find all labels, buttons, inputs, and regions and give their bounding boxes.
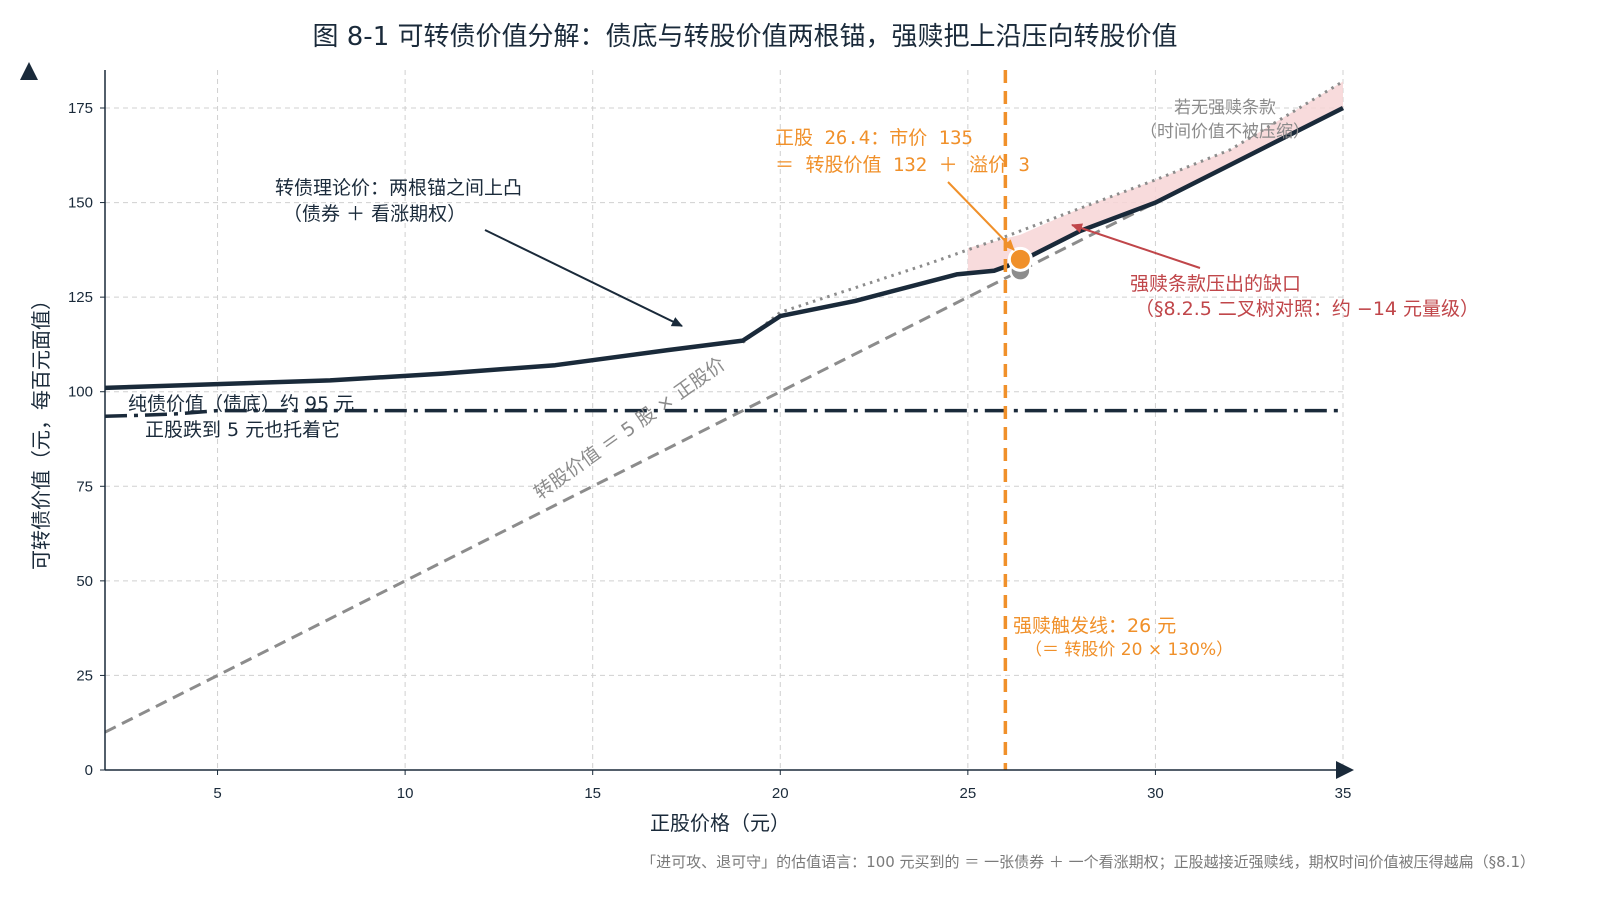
x-tick-label-25: 25 <box>960 785 977 802</box>
gap-label-line2: （§8.2.5 二叉树对照：约 −14 元量级） <box>1135 298 1479 320</box>
no-call-label-line1: 若无强赎条款 <box>1174 98 1276 118</box>
y-tick-label-125: 125 <box>68 289 93 306</box>
theoretical-label-line1: 转债理论价：两根锚之间上凸 <box>275 177 522 199</box>
trigger-label-line1: 强赎触发线：26 元 <box>1013 615 1176 637</box>
theoretical-label-line2: （债券 ＋ 看涨期权） <box>283 203 466 225</box>
point-label-line1: 正股 26.4：市价 135 <box>775 127 973 149</box>
y-axis-label: 可转债价值（元，每百元面值） <box>29 290 53 570</box>
conversion-value-label: 转股价值 ＝ 5 股 × 正股价 <box>530 353 729 504</box>
x-tick-label-20: 20 <box>772 785 789 802</box>
series-bond-floor <box>104 408 1343 419</box>
series-no-call-value <box>741 80 1344 344</box>
trigger-label-line2: （＝ 转股价 20 × 130%） <box>1025 640 1233 660</box>
point-market-price <box>1007 246 1033 272</box>
no-call-label-line2: （时间价值不被压缩） <box>1140 122 1310 142</box>
x-tick-label-35: 35 <box>1335 785 1352 802</box>
y-tick-label-175: 175 <box>68 100 93 117</box>
x-tick-label-5: 5 <box>213 785 221 802</box>
y-tick-label-150: 150 <box>68 195 93 212</box>
highlight-points <box>1007 246 1033 282</box>
series-layer <box>104 80 1345 734</box>
point-arrow <box>947 181 1015 251</box>
x-tick-label-10: 10 <box>397 785 414 802</box>
axes <box>20 62 1354 779</box>
theoretical-arrow <box>484 229 683 327</box>
x-tick-label-15: 15 <box>584 785 601 802</box>
bond-floor-label-line2: 正股跌到 5 元也托着它 <box>145 419 340 441</box>
gap-arrow <box>1071 223 1201 269</box>
x-axis-label: 正股价格（元） <box>650 811 790 835</box>
y-tick-label-25: 25 <box>76 667 93 684</box>
bond-floor-label-line1: 纯债价值（债底）约 95 元 <box>128 393 354 415</box>
y-tick-label-0: 0 <box>85 762 93 779</box>
gap-label-line1: 强赎条款压出的缺口 <box>1130 273 1301 295</box>
y-ticks: 0 25 50 75 100 125 150 175 <box>68 100 105 779</box>
footnote: 「进可攻、退可守」的估值语言：100 元买到的 ＝ 一张债券 ＋ 一个看涨期权；… <box>641 853 1535 871</box>
point-label-line2: ＝ 转股价值 132 ＋ 溢价 3 <box>775 154 1030 176</box>
call-gap-band <box>967 81 1343 273</box>
x-ticks: 5 10 15 20 25 30 35 <box>213 770 1351 802</box>
y-tick-label-75: 75 <box>76 478 93 495</box>
y-tick-label-50: 50 <box>76 573 93 590</box>
chart-title: 图 8-1 可转债价值分解：债底与转股价值两根锚，强赎把上沿压向转股价值 <box>313 22 1178 52</box>
x-tick-label-30: 30 <box>1147 785 1164 802</box>
y-axis-arrow-icon <box>20 62 38 80</box>
y-tick-label-100: 100 <box>68 384 93 401</box>
series-conversion-value <box>104 106 1344 734</box>
x-axis-arrow-icon <box>1336 761 1354 779</box>
series-theoretical-price <box>104 105 1345 391</box>
